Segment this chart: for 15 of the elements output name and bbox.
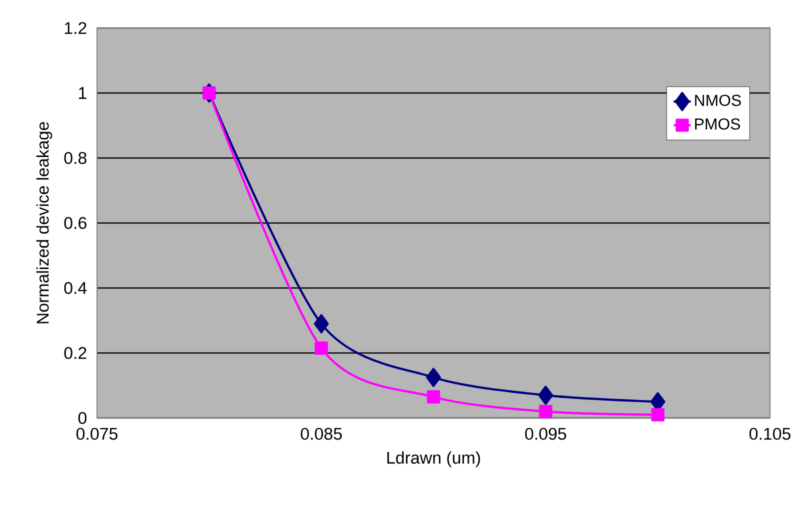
y-tick-label: 0.6 <box>64 217 86 229</box>
legend-label: PMOS <box>695 118 740 130</box>
y-axis-title: Normalized device leakage <box>36 122 52 324</box>
x-tick-label: 0.095 <box>525 428 566 440</box>
legend-label: NMOS <box>695 94 741 106</box>
y-tick-label: 0.4 <box>64 282 87 294</box>
y-tick-label: 0.8 <box>64 152 86 164</box>
y-tick-label: 1 <box>79 87 86 99</box>
y-tick-label: 1.2 <box>64 22 86 34</box>
x-tick-label: 0.085 <box>300 428 342 440</box>
x-tick-label: 0.075 <box>76 428 118 440</box>
y-tick-label: 0 <box>78 412 86 424</box>
y-tick-label: 0.2 <box>64 347 86 359</box>
x-axis-title: Ldrawn (um) <box>387 451 480 468</box>
x-tick-label: 0.105 <box>749 428 790 440</box>
